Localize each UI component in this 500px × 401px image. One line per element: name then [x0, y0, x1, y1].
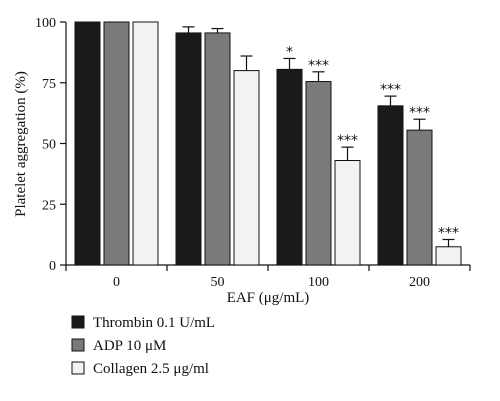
significance-label: *** [380, 82, 401, 98]
bar [435, 246, 462, 266]
bar [406, 129, 433, 266]
legend-swatch [71, 315, 85, 329]
bar [175, 32, 202, 266]
y-axis-title: Platelet aggregation (%) [13, 71, 29, 217]
x-tick-label: 0 [113, 275, 120, 290]
y-tick-label: 25 [42, 198, 56, 213]
y-tick-label: 100 [35, 16, 56, 31]
significance-label: * [286, 44, 293, 60]
bar [334, 160, 361, 266]
y-tick-label: 50 [42, 138, 56, 153]
x-tick-label: 200 [409, 275, 430, 290]
y-tick-label: 0 [49, 259, 56, 274]
significance-markers: **************** [286, 44, 459, 241]
legend-label: Collagen 2.5 μg/ml [93, 361, 209, 377]
bar [305, 81, 332, 266]
x-ticks: 0 50 100 200 [65, 265, 471, 290]
x-tick-label: 100 [308, 275, 329, 290]
significance-label: *** [409, 105, 430, 121]
x-axis-title: EAF (μg/mL) [227, 290, 310, 306]
error-bars [182, 26, 455, 247]
bar [377, 105, 404, 266]
bar [204, 32, 231, 266]
legend-swatch [71, 361, 85, 375]
bars [74, 21, 462, 266]
legend-label: ADP 10 μM [93, 338, 166, 354]
legend-swatch [71, 338, 85, 352]
bar [132, 21, 159, 266]
significance-label: *** [337, 133, 358, 149]
bar [233, 70, 260, 266]
y-ticks: 0 25 50 75 100 [35, 16, 66, 274]
legend: Thrombin 0.1 U/mL ADP 10 μM Collagen 2.5 μ… [71, 315, 215, 377]
significance-label: *** [438, 225, 459, 241]
legend-label: Thrombin 0.1 U/mL [93, 315, 215, 331]
significance-label: *** [308, 58, 329, 74]
bar [103, 21, 130, 266]
y-tick-label: 75 [42, 77, 56, 92]
bar [276, 68, 303, 266]
x-tick-label: 50 [211, 275, 225, 290]
bar [74, 21, 101, 266]
